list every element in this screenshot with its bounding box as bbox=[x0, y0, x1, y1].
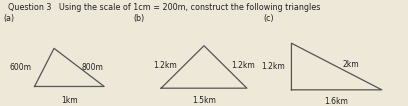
Text: Question 3   Using the scale of 1cm = 200m, construct the following triangles: Question 3 Using the scale of 1cm = 200m… bbox=[8, 3, 321, 12]
Text: (b): (b) bbox=[133, 14, 144, 23]
Text: 1.6km: 1.6km bbox=[325, 97, 348, 106]
Text: 1.5km: 1.5km bbox=[192, 96, 216, 105]
Text: 1km: 1km bbox=[61, 96, 78, 105]
Text: 1.2km: 1.2km bbox=[261, 62, 285, 71]
Text: 1.2km: 1.2km bbox=[153, 61, 177, 70]
Text: 800m: 800m bbox=[82, 63, 104, 72]
Text: 600m: 600m bbox=[10, 63, 32, 72]
Text: (a): (a) bbox=[3, 14, 14, 23]
Text: (c): (c) bbox=[263, 14, 274, 23]
Text: 2km: 2km bbox=[342, 60, 359, 69]
Text: 1.2km: 1.2km bbox=[231, 61, 255, 70]
